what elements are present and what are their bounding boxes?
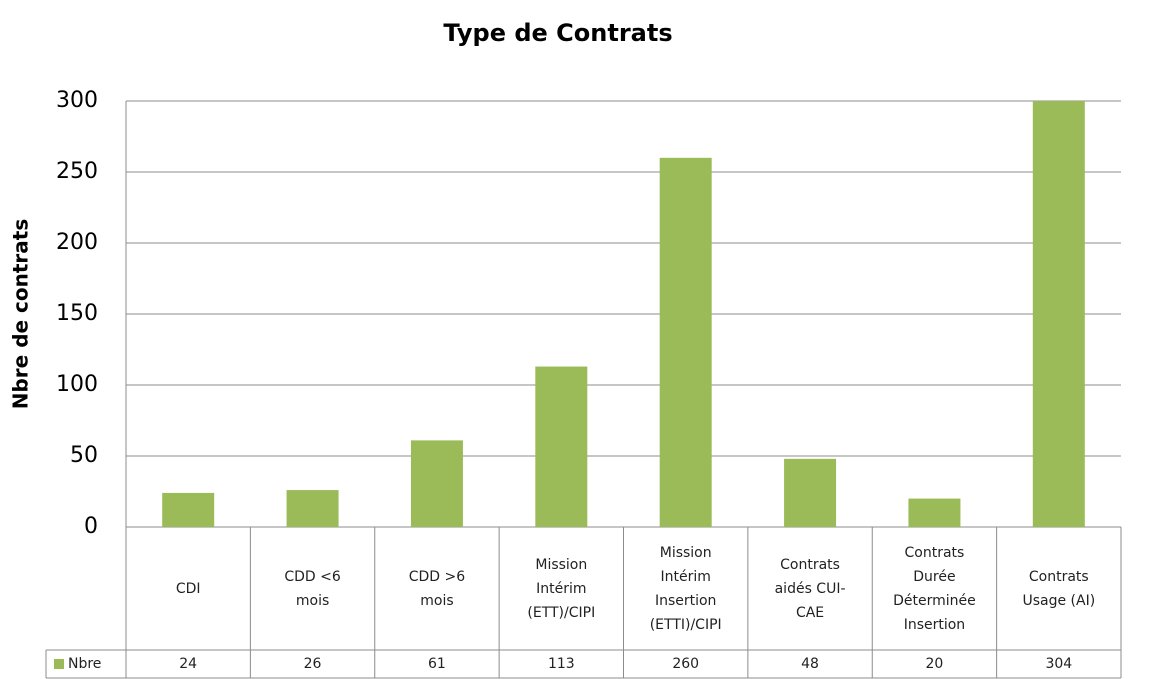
category-label: Contrats Durée Déterminée Insertion [893, 544, 976, 633]
data-table-value: 20 [925, 656, 944, 672]
bar [1032, 101, 1085, 527]
bars [162, 101, 1085, 527]
y-tick-label: 200 [56, 230, 98, 255]
category-label: CDD <6 mois [284, 568, 341, 609]
bar [784, 458, 837, 527]
data-table-value: 304 [1045, 656, 1073, 672]
bar [410, 440, 463, 527]
category-label: CDD >6 mois [408, 568, 466, 609]
data-table-value: 48 [801, 656, 819, 672]
y-axis-label: Nbre de contrats [9, 219, 33, 410]
bar [535, 366, 588, 527]
category-label: Mission Intérim Insertion (ETTI)/CIPI [649, 544, 722, 633]
data-table-value: 260 [672, 656, 700, 672]
data-table-value: 24 [179, 656, 198, 672]
y-tick-label: 50 [70, 443, 98, 468]
data-table-value: 61 [428, 656, 446, 672]
bar [908, 498, 961, 527]
y-tick-label: 0 [84, 514, 98, 539]
bar [286, 490, 339, 527]
bar [659, 157, 712, 527]
bar [162, 492, 215, 527]
y-tick-label: 100 [56, 372, 98, 397]
y-tick-label: 300 [56, 88, 98, 113]
legend-label: Nbre [68, 656, 102, 672]
chart-title: Type de Contrats [443, 19, 672, 47]
category-label: Contrats Usage (AI) [1022, 568, 1096, 609]
legend-swatch [54, 659, 64, 669]
category-label: Mission Intérim (ETT)/CIPI [527, 556, 596, 621]
data-table-value: 113 [547, 656, 575, 672]
y-tick-label: 250 [56, 159, 98, 184]
category-label: Contrats aidés CUI- CAE [774, 556, 846, 621]
data-table-value: 26 [303, 656, 322, 672]
y-tick-label: 150 [56, 301, 98, 326]
category-label: CDI [175, 580, 201, 597]
